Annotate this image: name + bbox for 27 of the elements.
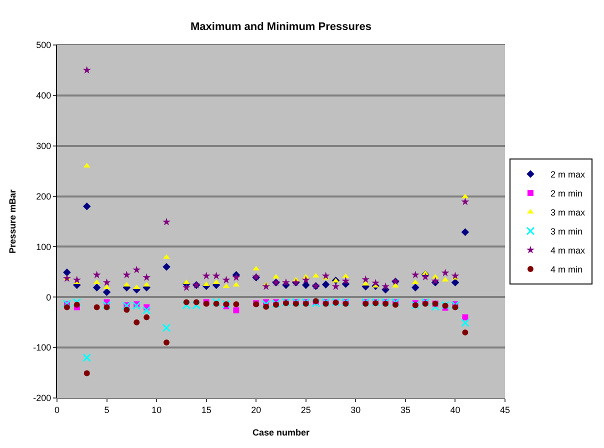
x-tick-label: 10 [152,404,162,415]
legend-label: 2 m max [550,170,586,180]
y-tick-label: -100 [33,342,52,353]
x-tick-label: 5 [104,404,110,415]
x-tick-label: 0 [54,404,60,415]
x-tick-label: 15 [201,404,212,415]
y-axis-title: Pressure mBar [8,188,18,254]
legend-label: 2 m min [550,188,582,199]
legend-label: 3 m max [550,208,586,218]
y-tick-label: 0 [46,292,52,302]
legend-label: 4 m max [550,246,586,256]
y-tick-label: 400 [36,90,52,101]
y-tick-label: -200 [33,393,52,404]
y-tick-label: 500 [36,40,52,50]
x-tick-label: 30 [350,404,361,415]
x-axis-title: Case number [252,428,310,438]
y-tick-label: 200 [36,191,52,202]
x-tick-label: 25 [300,404,311,415]
x-tick-label: 45 [500,404,510,415]
legend-label: 3 m min [550,226,582,237]
x-tick-label: 35 [400,404,410,415]
chart-title: Maximum and Minimum Pressures [190,21,372,34]
x-tick-label: 20 [251,404,262,415]
legend-label: 4 m min [550,264,582,275]
y-tick-label: 300 [36,141,52,152]
x-tick-label: 40 [450,404,460,415]
y-tick-label: 100 [36,242,52,252]
